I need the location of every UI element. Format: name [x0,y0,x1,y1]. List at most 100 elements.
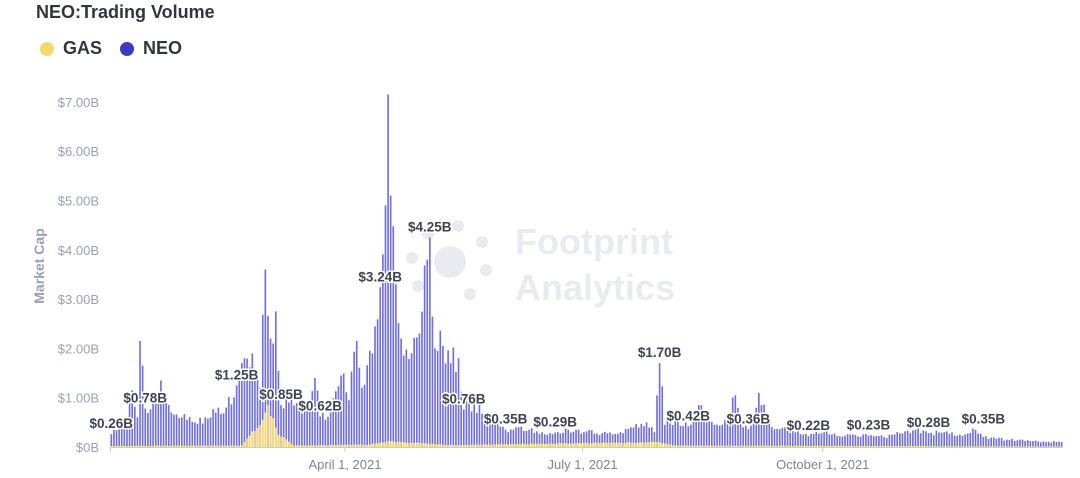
bar-gas[interactable] [585,442,588,447]
bar-gas[interactable] [515,443,517,447]
bar-neo[interactable] [909,433,912,447]
bar-gas[interactable] [721,445,724,447]
bar-neo[interactable] [194,422,196,447]
bar-gas[interactable] [410,442,413,447]
bar-neo[interactable] [643,426,645,447]
bar-gas[interactable] [264,412,267,447]
bar-gas[interactable] [254,430,256,447]
bar-gas[interactable] [152,445,154,447]
bar-gas[interactable] [324,445,327,447]
bar-neo[interactable] [238,377,241,447]
bar-neo[interactable] [538,433,541,447]
bar-gas[interactable] [204,445,207,447]
bar-gas[interactable] [969,446,972,447]
bar-gas[interactable] [786,445,789,447]
bar-neo[interactable] [413,337,415,447]
bar-neo[interactable] [630,427,632,447]
bar-gas[interactable] [1016,446,1019,447]
bar-neo[interactable] [280,405,282,447]
bar-neo[interactable] [961,436,964,447]
bar-gas[interactable] [987,446,990,447]
bar-gas[interactable] [212,445,214,447]
bar-neo[interactable] [818,433,820,447]
bar-neo[interactable] [269,338,272,447]
bar-neo[interactable] [833,433,836,447]
bar-gas[interactable] [979,446,982,447]
bar-neo[interactable] [533,432,536,447]
bar-neo[interactable] [261,314,264,447]
bar-gas[interactable] [288,441,290,447]
bar-gas[interactable] [481,444,483,447]
bar-neo[interactable] [502,426,504,447]
bar-neo[interactable] [515,427,517,447]
bar-gas[interactable] [559,443,562,447]
bar-gas[interactable] [509,444,512,447]
bar-neo[interactable] [429,237,431,447]
bar-neo[interactable] [716,424,718,447]
bar-gas[interactable] [687,445,690,447]
bar-neo[interactable] [314,377,316,447]
bar-neo[interactable] [993,437,995,447]
bar-gas[interactable] [348,444,350,447]
bar-neo[interactable] [173,414,175,447]
bar-gas[interactable] [491,444,494,447]
bar-gas[interactable] [802,445,805,447]
bar-neo[interactable] [708,421,711,447]
bar-gas[interactable] [614,442,617,447]
bar-gas[interactable] [820,445,823,447]
bar-gas[interactable] [643,442,645,447]
bar-gas[interactable] [891,446,893,447]
bar-neo[interactable] [946,431,948,447]
bar-gas[interactable] [603,442,606,447]
bar-neo[interactable] [536,431,538,447]
bar-gas[interactable] [113,446,115,447]
bar-neo[interactable] [870,435,872,447]
bar-neo[interactable] [758,392,760,447]
bar-neo[interactable] [133,406,136,447]
bar-gas[interactable] [209,445,212,447]
bar-neo[interactable] [765,419,768,447]
bar-neo[interactable] [684,422,687,447]
bar-neo[interactable] [891,434,893,447]
bar-gas[interactable] [387,441,389,447]
bar-neo[interactable] [606,433,609,447]
bar-gas[interactable] [797,445,799,447]
bar-gas[interactable] [713,445,716,447]
bar-neo[interactable] [298,400,301,447]
bar-neo[interactable] [697,405,700,447]
bar-gas[interactable] [115,445,118,447]
bar-neo[interactable] [674,419,677,447]
bar-neo[interactable] [734,395,737,447]
bar-neo[interactable] [953,435,956,447]
bar-gas[interactable] [496,444,499,447]
bar-neo[interactable] [342,373,345,447]
bar-gas[interactable] [449,444,452,447]
bar-gas[interactable] [144,446,147,447]
bar-gas[interactable] [669,444,671,447]
bar-gas[interactable] [617,442,619,447]
bar-neo[interactable] [246,358,248,447]
bar-neo[interactable] [332,398,335,447]
bar-gas[interactable] [551,443,554,447]
bar-neo[interactable] [559,433,562,448]
bar-neo[interactable] [807,436,810,447]
bar-gas[interactable] [1037,446,1040,447]
bar-gas[interactable] [875,445,878,447]
bar-gas[interactable] [436,444,439,447]
bar-neo[interactable] [188,417,191,447]
bar-gas[interactable] [799,445,802,447]
bar-neo[interactable] [178,418,180,447]
bar-gas[interactable] [729,445,731,447]
bar-gas[interactable] [750,445,752,447]
bar-neo[interactable] [590,430,593,447]
bar-gas[interactable] [606,442,609,447]
bar-gas[interactable] [530,443,533,447]
bar-gas[interactable] [794,445,797,447]
bar-neo[interactable] [277,371,280,447]
bar-neo[interactable] [486,414,489,447]
bar-neo[interactable] [713,424,716,447]
bar-gas[interactable] [781,445,784,447]
bar-neo[interactable] [935,430,938,447]
bar-neo[interactable] [700,405,703,447]
bar-gas[interactable] [1032,446,1034,447]
